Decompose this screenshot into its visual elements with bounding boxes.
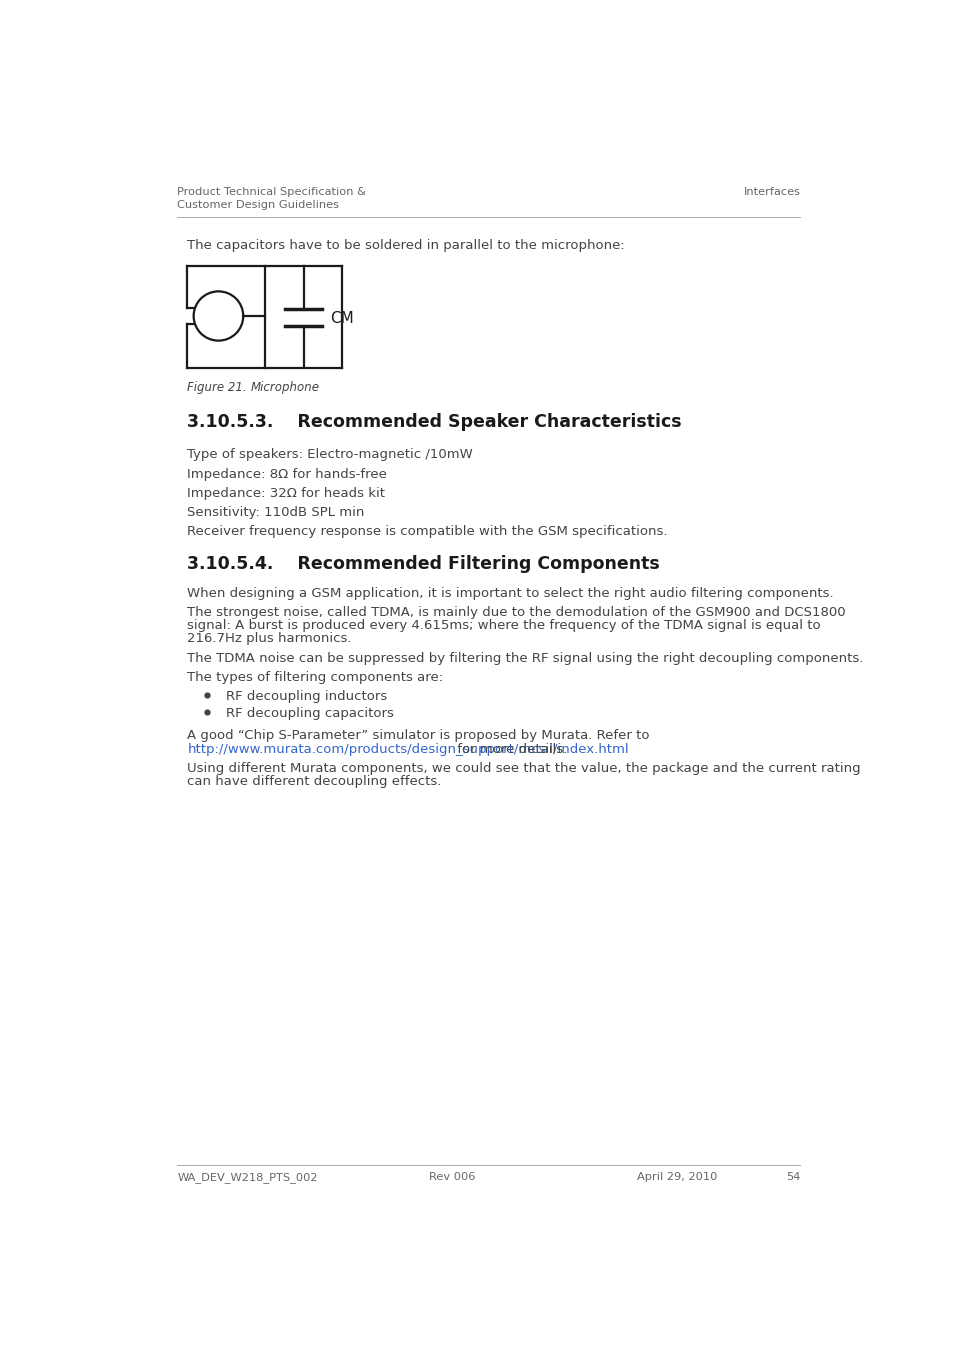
Text: 216.7Hz plus harmonics.: 216.7Hz plus harmonics. — [187, 632, 352, 645]
Text: April 29, 2010: April 29, 2010 — [637, 1172, 717, 1183]
Text: When designing a GSM application, it is important to select the right audio filt: When designing a GSM application, it is … — [187, 587, 833, 599]
Text: RF decoupling capacitors: RF decoupling capacitors — [226, 707, 394, 720]
Text: WA_DEV_W218_PTS_002: WA_DEV_W218_PTS_002 — [177, 1172, 317, 1183]
Text: Figure 21.: Figure 21. — [187, 381, 247, 394]
Text: 3.10.5.4.    Recommended Filtering Components: 3.10.5.4. Recommended Filtering Componen… — [187, 555, 659, 572]
Text: can have different decoupling effects.: can have different decoupling effects. — [187, 775, 441, 788]
Text: Using different Murata components, we could see that the value, the package and : Using different Murata components, we co… — [187, 761, 861, 775]
Text: The capacitors have to be soldered in parallel to the microphone:: The capacitors have to be soldered in pa… — [187, 239, 624, 252]
Text: Impedance: 32Ω for heads kit: Impedance: 32Ω for heads kit — [187, 487, 385, 500]
Text: The strongest noise, called TDMA, is mainly due to the demodulation of the GSM90: The strongest noise, called TDMA, is mai… — [187, 606, 845, 620]
Text: 3.10.5.3.    Recommended Speaker Characteristics: 3.10.5.3. Recommended Speaker Characteri… — [187, 413, 681, 431]
Text: Receiver frequency response is compatible with the GSM specifications.: Receiver frequency response is compatibl… — [187, 525, 667, 539]
Text: Interfaces: Interfaces — [742, 186, 800, 197]
Text: http://www.murata.com/products/design_support/mcsil/index.html: http://www.murata.com/products/design_su… — [187, 743, 628, 756]
Text: Product Technical Specification &
Customer Design Guidelines: Product Technical Specification & Custom… — [177, 186, 366, 209]
Text: for more details.: for more details. — [453, 743, 566, 756]
Text: Type of speakers: Electro-magnetic /10mW: Type of speakers: Electro-magnetic /10mW — [187, 448, 473, 462]
Text: CM: CM — [330, 312, 354, 327]
Text: The types of filtering components are:: The types of filtering components are: — [187, 671, 443, 684]
Text: signal: A burst is produced every 4.615ms; where the frequency of the TDMA signa: signal: A burst is produced every 4.615m… — [187, 620, 821, 632]
Text: A good “Chip S-Parameter” simulator is proposed by Murata. Refer to: A good “Chip S-Parameter” simulator is p… — [187, 729, 649, 741]
Text: The TDMA noise can be suppressed by filtering the RF signal using the right deco: The TDMA noise can be suppressed by filt… — [187, 652, 862, 664]
Text: RF decoupling inductors: RF decoupling inductors — [226, 690, 387, 703]
Text: Impedance: 8Ω for hands-free: Impedance: 8Ω for hands-free — [187, 467, 387, 481]
Text: Microphone: Microphone — [251, 381, 319, 394]
Text: Rev 006: Rev 006 — [429, 1172, 476, 1183]
Text: 54: 54 — [785, 1172, 800, 1183]
Text: Sensitivity: 110dB SPL min: Sensitivity: 110dB SPL min — [187, 506, 364, 520]
